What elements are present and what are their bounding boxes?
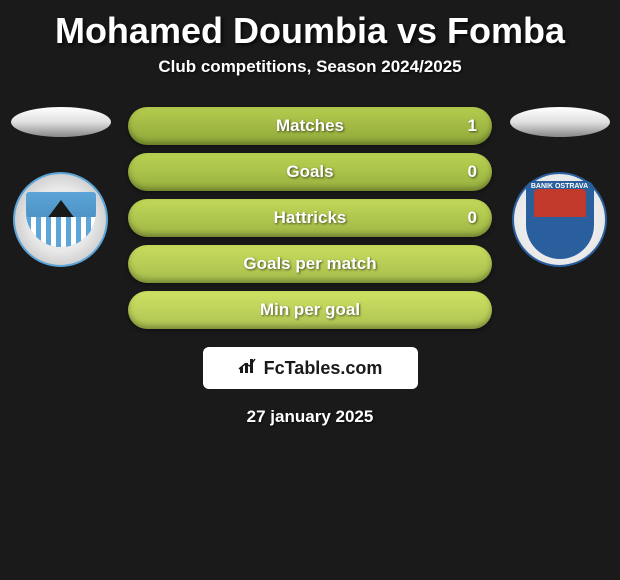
left-player-col [8, 107, 113, 267]
stat-bar-matches: Matches 1 [128, 107, 492, 145]
right-club-logo: BANIK OSTRAVA [512, 172, 607, 267]
stat-bar-goals-per-match: Goals per match [128, 245, 492, 283]
stat-bar-goals: Goals 0 [128, 153, 492, 191]
stat-bar-min-per-goal: Min per goal [128, 291, 492, 329]
right-player-col: BANIK OSTRAVA [507, 107, 612, 267]
stat-value: 0 [468, 162, 477, 182]
stat-label: Goals per match [243, 254, 376, 274]
brand-box: FcTables.com [203, 347, 418, 389]
subtitle: Club competitions, Season 2024/2025 [0, 57, 620, 77]
stat-label: Goals [286, 162, 333, 182]
stat-value: 0 [468, 208, 477, 228]
comparison-row: Matches 1 Goals 0 Hattricks 0 Goals per … [0, 107, 620, 329]
stat-label: Hattricks [274, 208, 347, 228]
left-player-avatar [11, 107, 111, 137]
brand-name: FcTables.com [264, 358, 383, 379]
stat-label: Matches [276, 116, 344, 136]
stat-label: Min per goal [260, 300, 360, 320]
stat-bar-hattricks: Hattricks 0 [128, 199, 492, 237]
right-player-avatar [510, 107, 610, 137]
stats-column: Matches 1 Goals 0 Hattricks 0 Goals per … [128, 107, 492, 329]
date-text: 27 january 2025 [0, 407, 620, 427]
chart-icon [238, 357, 258, 380]
page-title: Mohamed Doumbia vs Fomba [0, 0, 620, 57]
stat-value: 1 [468, 116, 477, 136]
left-club-logo [13, 172, 108, 267]
